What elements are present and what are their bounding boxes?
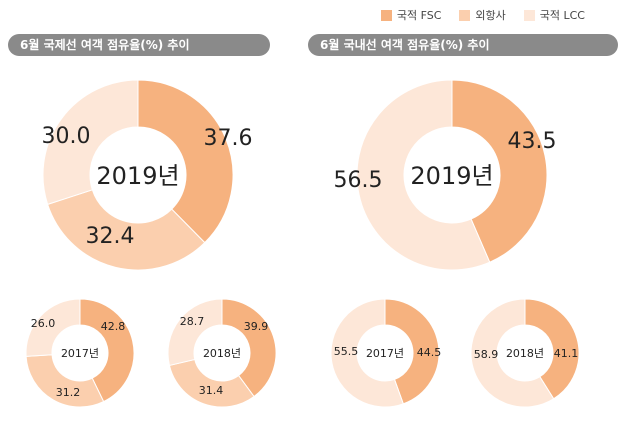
donut-3-value-label-0: 43.5	[508, 129, 557, 154]
donut-1-value-label-0: 42.8	[101, 320, 126, 333]
donut-3-slice-1	[356, 79, 491, 271]
donut-0-center-label: 2019년	[96, 162, 179, 190]
legend-swatch-lcc	[523, 9, 535, 21]
donut-2-value-label-0: 39.9	[244, 320, 269, 333]
donut-5-slice-1	[470, 298, 555, 408]
donut-1-center-label: 2017년	[61, 347, 99, 360]
donut-2-center-label: 2018년	[203, 347, 241, 360]
donut-0-slice-0	[137, 79, 234, 244]
legend-label-lcc: 국적 LCC	[539, 9, 585, 22]
donut-5-slice-0	[524, 298, 580, 400]
donut-2-value-label-1: 31.4	[199, 384, 224, 397]
donut-5-value-label-0: 41.1	[554, 347, 579, 360]
donut-5-center-label: 2018년	[506, 347, 544, 360]
donut-2-slice-2	[167, 298, 223, 367]
legend-item-foreign: 외항사	[459, 7, 506, 23]
panel-title-domestic: 6월 국내선 여객 점유율(%) 추이	[308, 34, 618, 56]
donut-0-slice-1	[47, 189, 206, 271]
donut-1-slice-1	[25, 354, 105, 408]
donut-4-value-label-0: 44.5	[417, 346, 442, 359]
donut-0-value-label-0: 37.6	[204, 126, 253, 151]
legend-swatch-fsc	[380, 9, 392, 21]
donut-0-value-label-2: 30.0	[42, 124, 91, 149]
donut-0-slice-2	[42, 79, 139, 205]
donut-4-slice-1	[330, 298, 404, 408]
legend-label-fsc: 국적 FSC	[396, 9, 442, 22]
legend-item-lcc: 국적 LCC	[523, 7, 585, 23]
donut-4-value-label-1: 55.5	[334, 345, 359, 358]
donut-1-slice-0	[79, 298, 135, 403]
donut-3-value-label-1: 56.5	[334, 168, 383, 193]
donut-3-center-label: 2019년	[410, 162, 493, 190]
donut-3-slice-0	[451, 79, 548, 263]
legend-item-fsc: 국적 FSC	[380, 7, 442, 23]
donut-1-slice-2	[25, 298, 81, 357]
legend-swatch-foreign	[459, 9, 471, 21]
donut-1-value-label-1: 31.2	[56, 386, 81, 399]
donut-2-slice-1	[168, 358, 255, 408]
donut-4-slice-0	[384, 298, 440, 405]
legend-label-foreign: 외항사	[475, 9, 506, 22]
donut-2-slice-0	[221, 298, 277, 398]
donut-0-value-label-1: 32.4	[86, 224, 135, 249]
donut-5-value-label-1: 58.9	[474, 348, 499, 361]
donut-2-value-label-2: 28.7	[180, 315, 205, 328]
donut-4-center-label: 2017년	[366, 347, 404, 360]
legend: 국적 FSC 외항사 국적 LCC	[380, 7, 585, 23]
panel-title-international: 6월 국제선 여객 점유율(%) 추이	[8, 34, 270, 56]
donut-1-value-label-2: 26.0	[31, 317, 56, 330]
